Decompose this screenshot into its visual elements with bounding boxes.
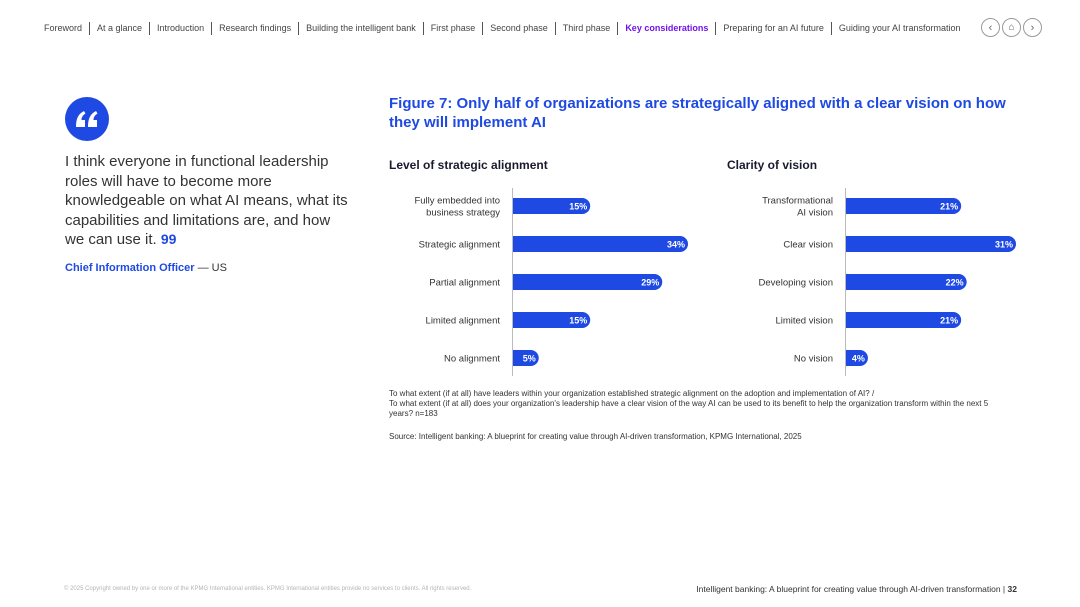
chart-title-alignment: Level of strategic alignment [389,158,548,172]
chart-1-bar-4 [846,350,868,366]
home-icon[interactable]: ⌂ [1002,18,1021,37]
chart-title-vision: Clarity of vision [727,158,818,172]
nav-item-second-phase[interactable]: Second phase [482,22,555,35]
chevron-left-icon[interactable]: ‹ [981,18,1000,37]
chart-1-category-label-3: Limited vision [775,316,833,327]
chart-1-category-label-2: Developing vision [759,278,833,289]
chart-1-value-label-1: 31% [995,240,1013,250]
chart-1-bar-1 [846,236,1016,252]
chart-0-bar-3 [513,312,591,328]
chart-1-bar-3 [846,312,962,328]
chart-1-category-label-0: Transformational AI vision [762,196,833,219]
nav-item-introduction[interactable]: Introduction [149,22,211,35]
chart-0-value-label-2: 29% [641,278,659,288]
copyright: © 2025 Copyright owned by one or more of… [64,586,472,592]
chart-0-bar-2 [513,274,663,290]
chart-0-category-label-0: Fully embedded into business strategy [414,196,500,219]
chart-1-bar-2 [846,274,967,290]
chart-0-category-label-1: Strategic alignment [419,240,501,251]
chart-1-value-label-2: 22% [946,278,964,288]
nav-buttons: ‹ ⌂ › [981,18,1042,37]
attribution-role: Chief Information Officer [65,262,195,274]
source-note: Source: Intelligent banking: A blueprint… [389,432,802,441]
chart-0-value-label-3: 15% [569,316,587,326]
chart-1-value-label-0: 21% [940,202,958,212]
chart-0-value-label-0: 15% [569,202,587,212]
chevron-right-icon[interactable]: › [1023,18,1042,37]
figure-title: Figure 7: Only half of organizations are… [389,95,1006,131]
top-navigation: Foreword At a glance Introduction Research … [44,22,967,35]
page-number: 32 [1007,584,1017,594]
nav-item-guiding-your-ai-transformation[interactable]: Guiding your AI transformation [830,22,968,35]
footer-title: Intelligent banking: A blueprint for cre… [696,584,1006,594]
nav-item-foreword[interactable]: Foreword [44,23,83,33]
quote-open-icon [65,97,109,141]
nav-item-first-phase[interactable]: First phase [422,22,483,35]
chart-1-bar-0 [846,198,962,214]
chart-1-value-label-3: 21% [940,316,958,326]
quote-text: I think everyone in functional leadershi… [65,152,350,250]
chart-0-category-label-2: Partial alignment [429,278,500,289]
chart-0-bar-4 [513,350,539,366]
nav-item-preparing-for-an-ai-future[interactable]: Preparing for an AI future [715,22,831,35]
chart-1-category-label-1: Clear vision [783,240,833,251]
chart-0-category-label-3: Limited alignment [426,316,501,327]
quote-body: I think everyone in functional leadershi… [65,153,348,248]
chart-0-bar-1 [513,236,688,252]
nav-item-building-the-intelligent-bank[interactable]: Building the intelligent bank [298,22,423,35]
attribution-region: — US [197,262,227,274]
chart-1-category-label-4: No vision [794,354,833,365]
quote-attribution: Chief Information Officer — US [65,262,227,274]
chart-0-category-label-4: No alignment [444,354,500,365]
chart-0-bar-0 [513,198,591,214]
nav-item-research-findings[interactable]: Research findings [211,22,298,35]
nav-item-at-a-glance[interactable]: At a glance [89,22,149,35]
survey-question-line2: To what extent (if at all) does your org… [389,399,989,418]
survey-question-line1: To what extent (if at all) have leaders … [389,389,875,398]
chart-0-value-label-1: 34% [667,240,685,250]
survey-question: To what extent (if at all) have leaders … [389,389,989,419]
footer-doc-title: Intelligent banking: A blueprint for cre… [696,584,1017,594]
nav-item-key-considerations[interactable]: Key considerations [617,22,715,35]
nav-item-third-phase[interactable]: Third phase [554,22,618,35]
quote-close-mark: 99 [160,231,177,247]
chart-1-value-label-4: 4% [852,354,865,364]
chart-0-value-label-4: 5% [523,354,536,364]
